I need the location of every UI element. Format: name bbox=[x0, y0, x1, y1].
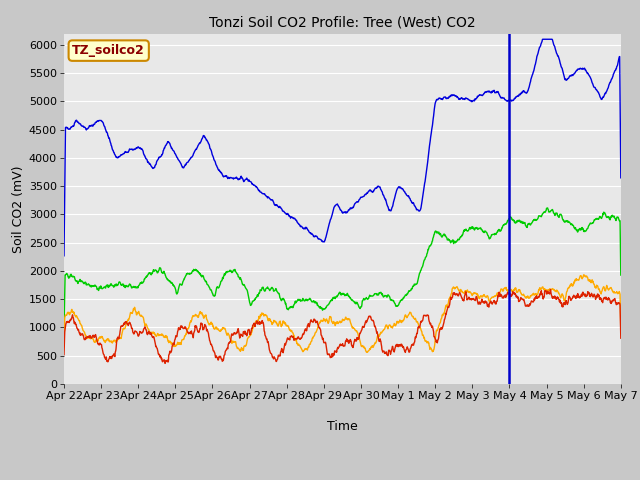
X-axis label: Time: Time bbox=[327, 420, 358, 433]
Y-axis label: Soil CO2 (mV): Soil CO2 (mV) bbox=[12, 165, 25, 252]
Text: TZ_soilco2: TZ_soilco2 bbox=[72, 44, 145, 57]
Title: Tonzi Soil CO2 Profile: Tree (West) CO2: Tonzi Soil CO2 Profile: Tree (West) CO2 bbox=[209, 16, 476, 30]
